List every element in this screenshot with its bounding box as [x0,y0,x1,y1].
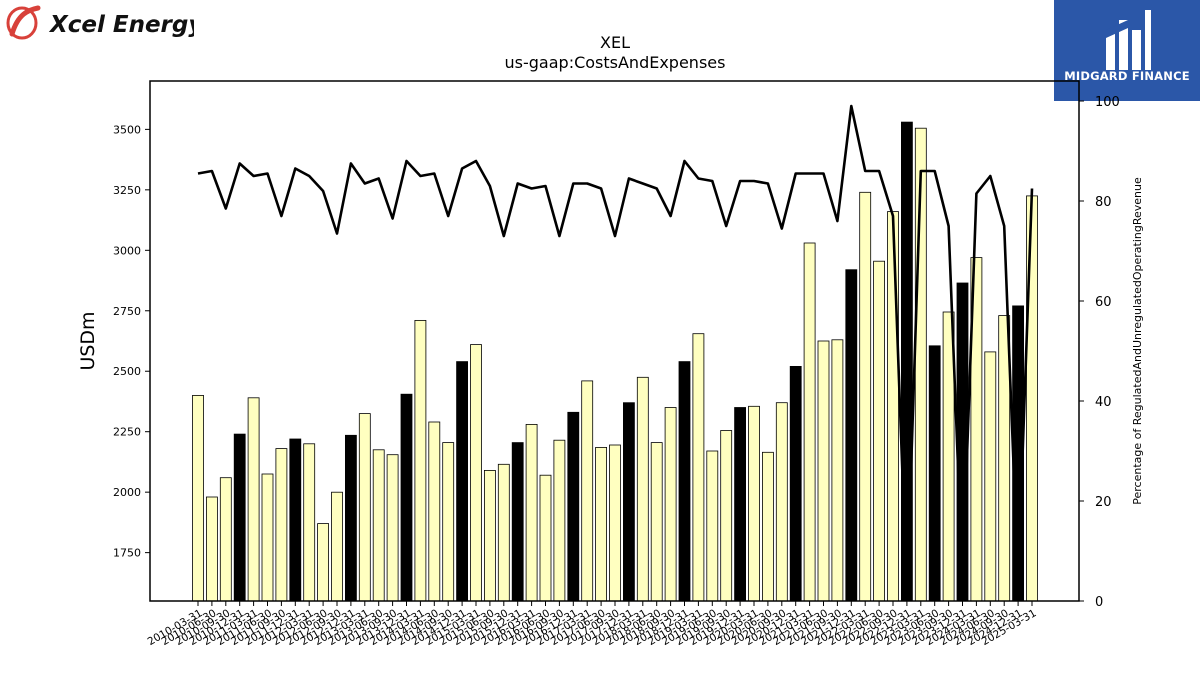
midgard-logo-mark-icon [1106,10,1151,70]
y-tick-label: 3000 [113,244,141,257]
bar [998,315,1011,602]
bar [664,407,677,602]
x-axis-ticks: 2010-03-312010-06-302010-09-302010-12-31… [146,601,1039,648]
bar [483,469,496,602]
bar [567,411,580,602]
bar [414,319,427,602]
y2-tick-label: 80 [1095,195,1112,210]
swirl-icon [6,5,41,40]
bar [372,449,385,602]
bar [859,191,872,602]
bar [511,442,524,602]
bar [233,433,246,602]
bar [1026,195,1038,602]
y2-axis-ticks: 0 20 40 60 80 100 [1079,95,1120,610]
bar [692,333,705,602]
bar [525,423,538,602]
bar [623,402,635,602]
bar [775,402,788,602]
bar [539,474,552,602]
bar [984,351,997,602]
bar [192,394,204,602]
y-tick-label: 2000 [113,486,141,499]
bar [400,393,413,602]
y-tick-label: 3500 [113,123,141,136]
bar [358,413,371,602]
bar [219,477,232,602]
midgard-logo-text: MIDGARD FINANCE [1064,69,1190,83]
xcel-energy-logo-mark: Xcel Energy ® [6,5,194,40]
bar [317,523,330,602]
bar [650,442,663,602]
y-axis-ticks: 1750 2000 2250 2500 2750 3000 3250 3500 [113,123,150,560]
bar [470,344,482,602]
bar [789,365,802,602]
bar [344,434,357,602]
bar [303,443,316,602]
bar [706,450,719,602]
bar [553,439,566,602]
bar-series [192,121,1038,602]
xcel-energy-logo: Xcel Energy ® [4,4,194,44]
bar [609,444,621,602]
chart-title: XEL [600,33,630,52]
bar [817,340,830,602]
y2-tick-label: 100 [1095,95,1120,110]
y-tick-label: 2750 [113,305,141,318]
plot-frame [149,80,1080,602]
y-tick-label: 3250 [113,184,141,197]
percentage-line [197,104,1034,598]
bar [261,473,274,602]
bar [289,438,302,602]
bar [428,421,441,602]
y2-tick-label: 40 [1095,395,1112,410]
chart-subtitle: us-gaap:CostsAndExpenses [505,53,726,72]
bar [595,446,607,602]
bar [748,405,760,602]
bar [442,442,455,602]
bar [386,454,399,602]
y2-tick-label: 60 [1095,295,1112,310]
bar [497,463,510,602]
bar [636,376,649,602]
bar [456,361,469,602]
bar [734,407,746,602]
bar [205,496,218,602]
y2-axis-label: Percentage of RegulatedAndUnregulatedOpe… [1131,177,1144,505]
xcel-energy-logo-text: Xcel Energy [48,12,194,38]
y-axis-label: USDm [77,311,99,370]
y2-tick-label: 0 [1095,595,1103,610]
bar [845,269,858,602]
bar [928,345,941,602]
bar [762,451,774,602]
y-tick-label: 1750 [113,547,141,560]
bar [581,380,594,602]
y-tick-label: 2250 [113,426,141,439]
bar [901,121,913,602]
bar [275,448,288,602]
bar [331,491,343,602]
y-tick-label: 2500 [113,365,141,378]
y2-tick-label: 20 [1095,495,1112,510]
svg-text:Xcel Energy ®: Xcel Energy ® [48,12,194,38]
bar [887,211,899,602]
bar [720,430,733,602]
bar [831,339,844,602]
bar [247,397,260,602]
bar [873,260,885,602]
percentage-line-series [197,104,1034,598]
bar [678,361,691,602]
bar [803,242,816,602]
